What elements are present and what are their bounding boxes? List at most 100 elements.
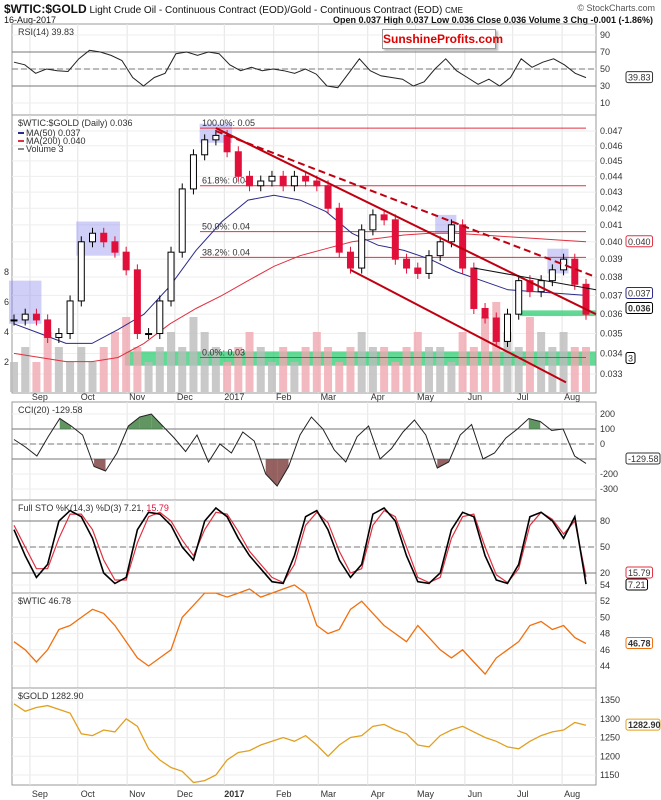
candle-body — [324, 185, 332, 209]
volume-bar — [380, 347, 389, 392]
volume-bar — [570, 347, 579, 392]
volume-bar — [335, 362, 344, 392]
volume-tick-label: 4 — [4, 327, 9, 337]
x-tick-label: Jun — [468, 789, 483, 799]
x-tick-label: Feb — [276, 789, 292, 799]
candle-body — [515, 280, 523, 315]
volume-bar — [245, 332, 254, 392]
volume-last-value-text: 3 — [628, 354, 633, 364]
candle-body — [201, 139, 209, 156]
rsi-title: RSI(14) 39.83 — [18, 27, 74, 37]
volume-bar — [301, 347, 310, 392]
volume-bar — [447, 362, 456, 392]
sto-title-d: 15.79 — [144, 503, 169, 513]
y-tick-label-main: 0.036 — [600, 309, 623, 319]
candle-body — [212, 134, 220, 141]
panel-frame-main — [11, 114, 597, 394]
x-tick-label: Nov — [129, 789, 146, 799]
y-tick-label-wtic: 54 — [600, 580, 610, 590]
x-tick-label-main: Apr — [371, 392, 385, 402]
volume-bar — [458, 332, 467, 392]
candle-body — [178, 188, 186, 253]
volume-bar — [77, 347, 86, 392]
candle-body — [447, 224, 455, 243]
ma50-last-value: 0.037 — [625, 286, 654, 299]
exchange: CME — [445, 6, 463, 15]
volume-bar — [189, 317, 198, 392]
volume-bar — [10, 362, 18, 392]
legend-swatch — [18, 132, 24, 134]
cci-oversold-fill — [94, 459, 106, 471]
ma200-line — [13, 232, 587, 363]
candle-body — [414, 267, 422, 274]
candle-body — [10, 319, 18, 322]
candle-body — [403, 258, 411, 269]
volume-bar — [559, 332, 568, 392]
wtic-line — [13, 584, 587, 676]
y-tick-label-rsi: 10 — [600, 98, 610, 108]
ma200-last-value-box — [625, 235, 654, 248]
volume-bar — [413, 332, 422, 392]
y-tick-label-main: 0.040 — [600, 237, 623, 247]
y-tick-label-main: 0.046 — [600, 141, 623, 151]
candle-body — [436, 241, 444, 257]
candle-body — [32, 313, 40, 321]
y-tick-label-wtic: 46 — [600, 645, 610, 655]
chart-date: 16-Aug-2017 — [4, 15, 57, 25]
cci-last-value-text: -129.58 — [628, 454, 659, 464]
volume-bar — [167, 332, 176, 392]
y-tick-label-wtic: 50 — [600, 612, 610, 622]
x-tick-label: Apr — [371, 789, 385, 799]
candle-body — [302, 175, 310, 182]
x-tick-label: Sep — [32, 789, 48, 799]
volume-bar — [537, 332, 546, 392]
copyright: © StockCharts.com — [577, 3, 655, 13]
x-tick-label-main: Nov — [129, 392, 146, 402]
panel-frame-wtic — [11, 592, 597, 689]
close-last-value: 0.036 — [625, 301, 654, 314]
ma200-last-value-text: 0.040 — [628, 237, 651, 247]
volume-bar — [357, 332, 366, 392]
candle-body — [122, 251, 130, 271]
candle-body — [44, 319, 52, 338]
volume-bar — [525, 317, 534, 392]
y-tick-label-cci: -200 — [600, 469, 618, 479]
sto-d-last-value-text: 15.79 — [628, 568, 651, 578]
rsi-last-value-text: 39.83 — [628, 73, 651, 83]
y-tick-label-main: 0.033 — [600, 369, 623, 379]
sto-k-last-value-text: 7.21 — [628, 580, 646, 590]
volume-bar — [211, 347, 220, 392]
x-tick-label-main: Sep — [32, 392, 48, 402]
gold-line — [13, 703, 587, 784]
cci-overbought-fill — [59, 418, 72, 429]
panel-frame-cci — [11, 401, 597, 501]
description: Light Crude Oil - Continuous Contract (E… — [89, 5, 443, 16]
candle-body — [246, 175, 254, 187]
cci-overbought-fill — [151, 414, 163, 429]
y-tick-label-main: 0.039 — [600, 254, 623, 264]
y-tick-label-main: 0.041 — [600, 220, 623, 230]
candle-body — [481, 307, 489, 319]
candle-body — [133, 269, 141, 335]
sto-d-last-value: 15.79 — [625, 566, 654, 579]
gold-last-value-box — [625, 718, 661, 731]
sto-k-last-value-box — [625, 578, 649, 591]
volume-tick-label: 6 — [4, 297, 9, 307]
panel-frame-sto — [11, 499, 597, 594]
ma50-line — [13, 194, 587, 344]
volume-bar — [391, 362, 400, 392]
candle-body — [55, 333, 63, 338]
cci-line — [13, 413, 587, 487]
ma200-last-value: 0.040 — [625, 235, 654, 248]
rsi-line — [13, 49, 587, 89]
y-tick-label-sto: 80 — [600, 516, 610, 526]
candle-body — [189, 154, 197, 190]
x-tick-label-main: Dec — [177, 392, 194, 402]
x-tick-label: 2017 — [224, 789, 244, 799]
candle-body — [459, 224, 467, 269]
y-tick-label-main: 0.042 — [600, 203, 623, 213]
legend-label: MA(200) 0.040 — [26, 136, 86, 146]
cci-oversold-fill — [437, 459, 449, 468]
close-last-value-box — [625, 301, 654, 314]
main-title: $WTIC:$GOLD (Daily) 0.036 — [18, 118, 133, 128]
